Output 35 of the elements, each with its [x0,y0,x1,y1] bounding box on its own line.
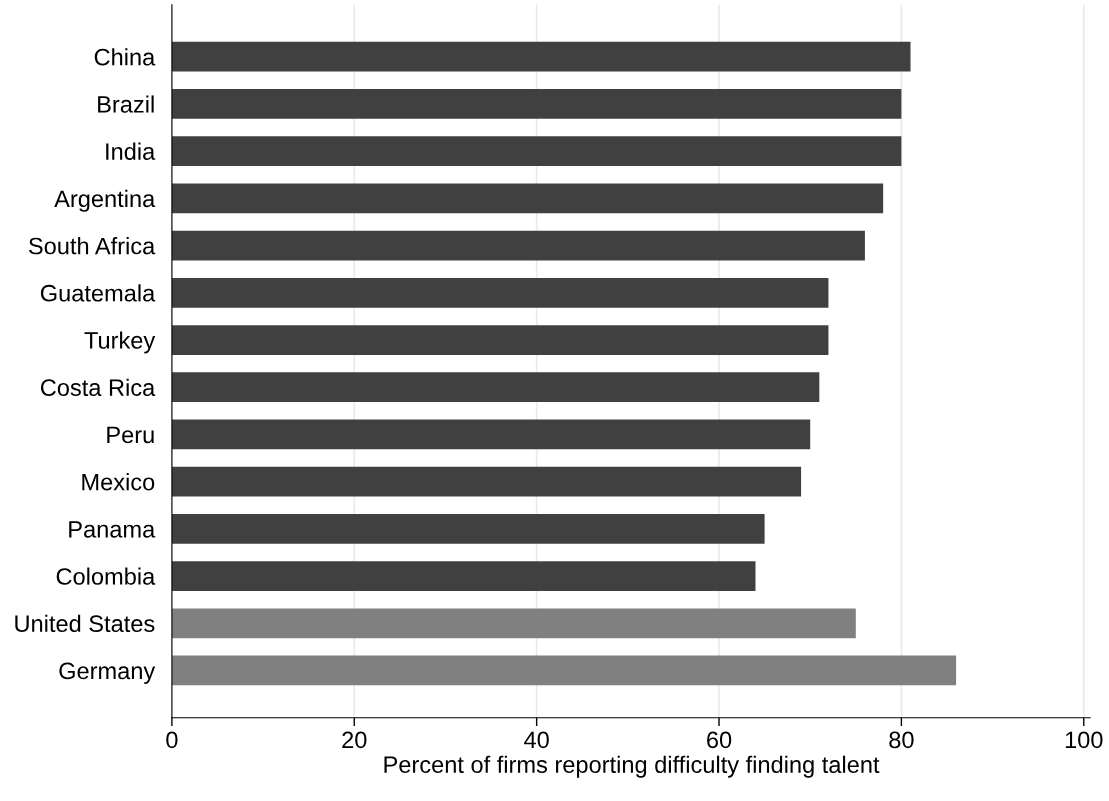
x-tick-label: 0 [166,731,178,749]
y-tick-label: Argentina [54,189,156,212]
y-tick-label: Turkey [84,331,156,354]
y-tick-label: Panama [69,521,156,538]
bar [171,561,756,591]
bar [171,136,902,167]
y-tick-label: Brazil [98,95,154,113]
y-tick-label: China [94,48,156,66]
x-tick-label: 20 [342,731,367,749]
bar [171,277,829,308]
x-axis-title: Percent of firms reporting difficulty finding talent [384,755,880,778]
y-tick-label: Colombia [56,567,156,585]
x-tick-label: 80 [889,731,914,749]
x-tick-label: 60 [707,731,732,749]
bar [171,513,765,544]
bar [171,655,957,686]
y-tick-label: India [106,142,156,160]
bar [171,372,820,403]
bar [171,41,911,72]
bar [171,466,802,497]
x-tick-label: 40 [524,731,549,749]
x-tick-label: 100 [1065,731,1103,749]
y-tick-label: Costa Rica [40,378,156,396]
y-tick-label: Guatemala [40,284,156,302]
bar [171,325,829,355]
bar [171,89,902,119]
y-tick-label: Mexico [82,473,155,491]
bar [171,230,865,261]
bar [171,419,811,450]
bar [171,608,856,639]
y-tick-label: United States [15,614,155,633]
y-tick-label: South Africa [28,237,156,255]
bar [171,183,884,214]
y-tick-label: Germany [59,662,156,684]
y-tick-label: Peru [107,426,154,444]
